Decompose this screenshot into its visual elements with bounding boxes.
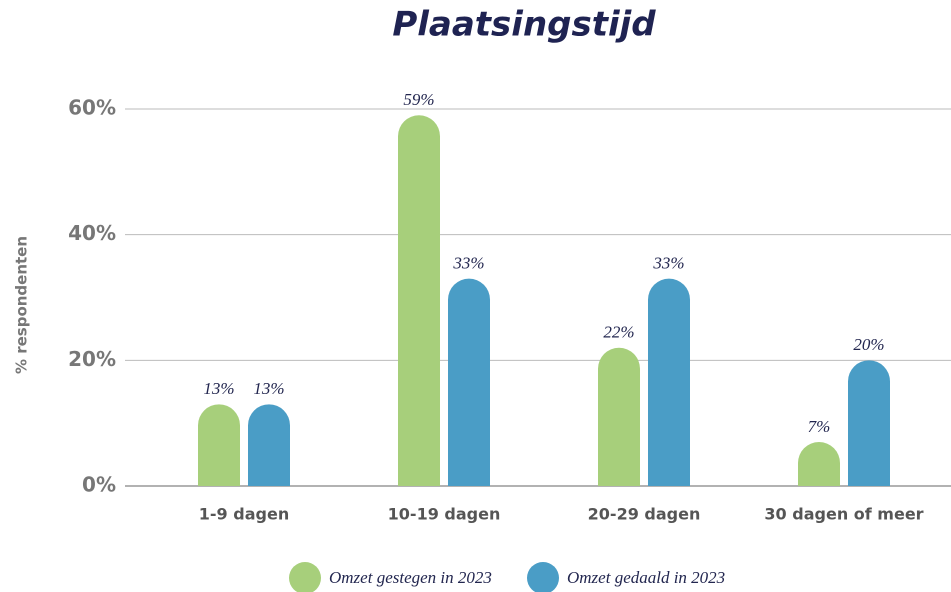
legend-label: Omzet gestegen in 2023 xyxy=(329,568,492,587)
bar xyxy=(598,347,640,486)
value-label: 33% xyxy=(652,254,684,273)
bar xyxy=(448,278,490,486)
bar xyxy=(248,404,290,486)
bar xyxy=(848,360,890,486)
x-tick-label: 30 dagen of meer xyxy=(764,505,923,524)
y-tick-label: 60% xyxy=(68,96,116,120)
y-axis-label: % respondenten xyxy=(13,236,31,374)
y-tick-label: 20% xyxy=(68,347,116,371)
value-label: 22% xyxy=(603,323,634,342)
bar xyxy=(648,278,690,486)
value-label: 13% xyxy=(253,379,284,398)
bar xyxy=(798,442,840,486)
x-tick-label: 10-19 dagen xyxy=(388,505,501,524)
x-tick-label: 20-29 dagen xyxy=(588,505,701,524)
bar xyxy=(198,404,240,486)
value-label: 33% xyxy=(452,254,484,273)
value-label: 20% xyxy=(853,335,884,354)
bar xyxy=(398,115,440,486)
legend-swatch xyxy=(289,562,321,592)
legend-swatch xyxy=(527,562,559,592)
value-label: 7% xyxy=(808,417,831,436)
chart-title: Plaatsingstijd xyxy=(392,5,656,45)
y-tick-label: 0% xyxy=(82,473,116,497)
value-label: 59% xyxy=(403,90,434,109)
legend-label: Omzet gedaald in 2023 xyxy=(567,568,725,587)
y-tick-label: 40% xyxy=(68,221,116,245)
value-label: 13% xyxy=(203,379,234,398)
x-tick-label: 1-9 dagen xyxy=(199,505,289,524)
